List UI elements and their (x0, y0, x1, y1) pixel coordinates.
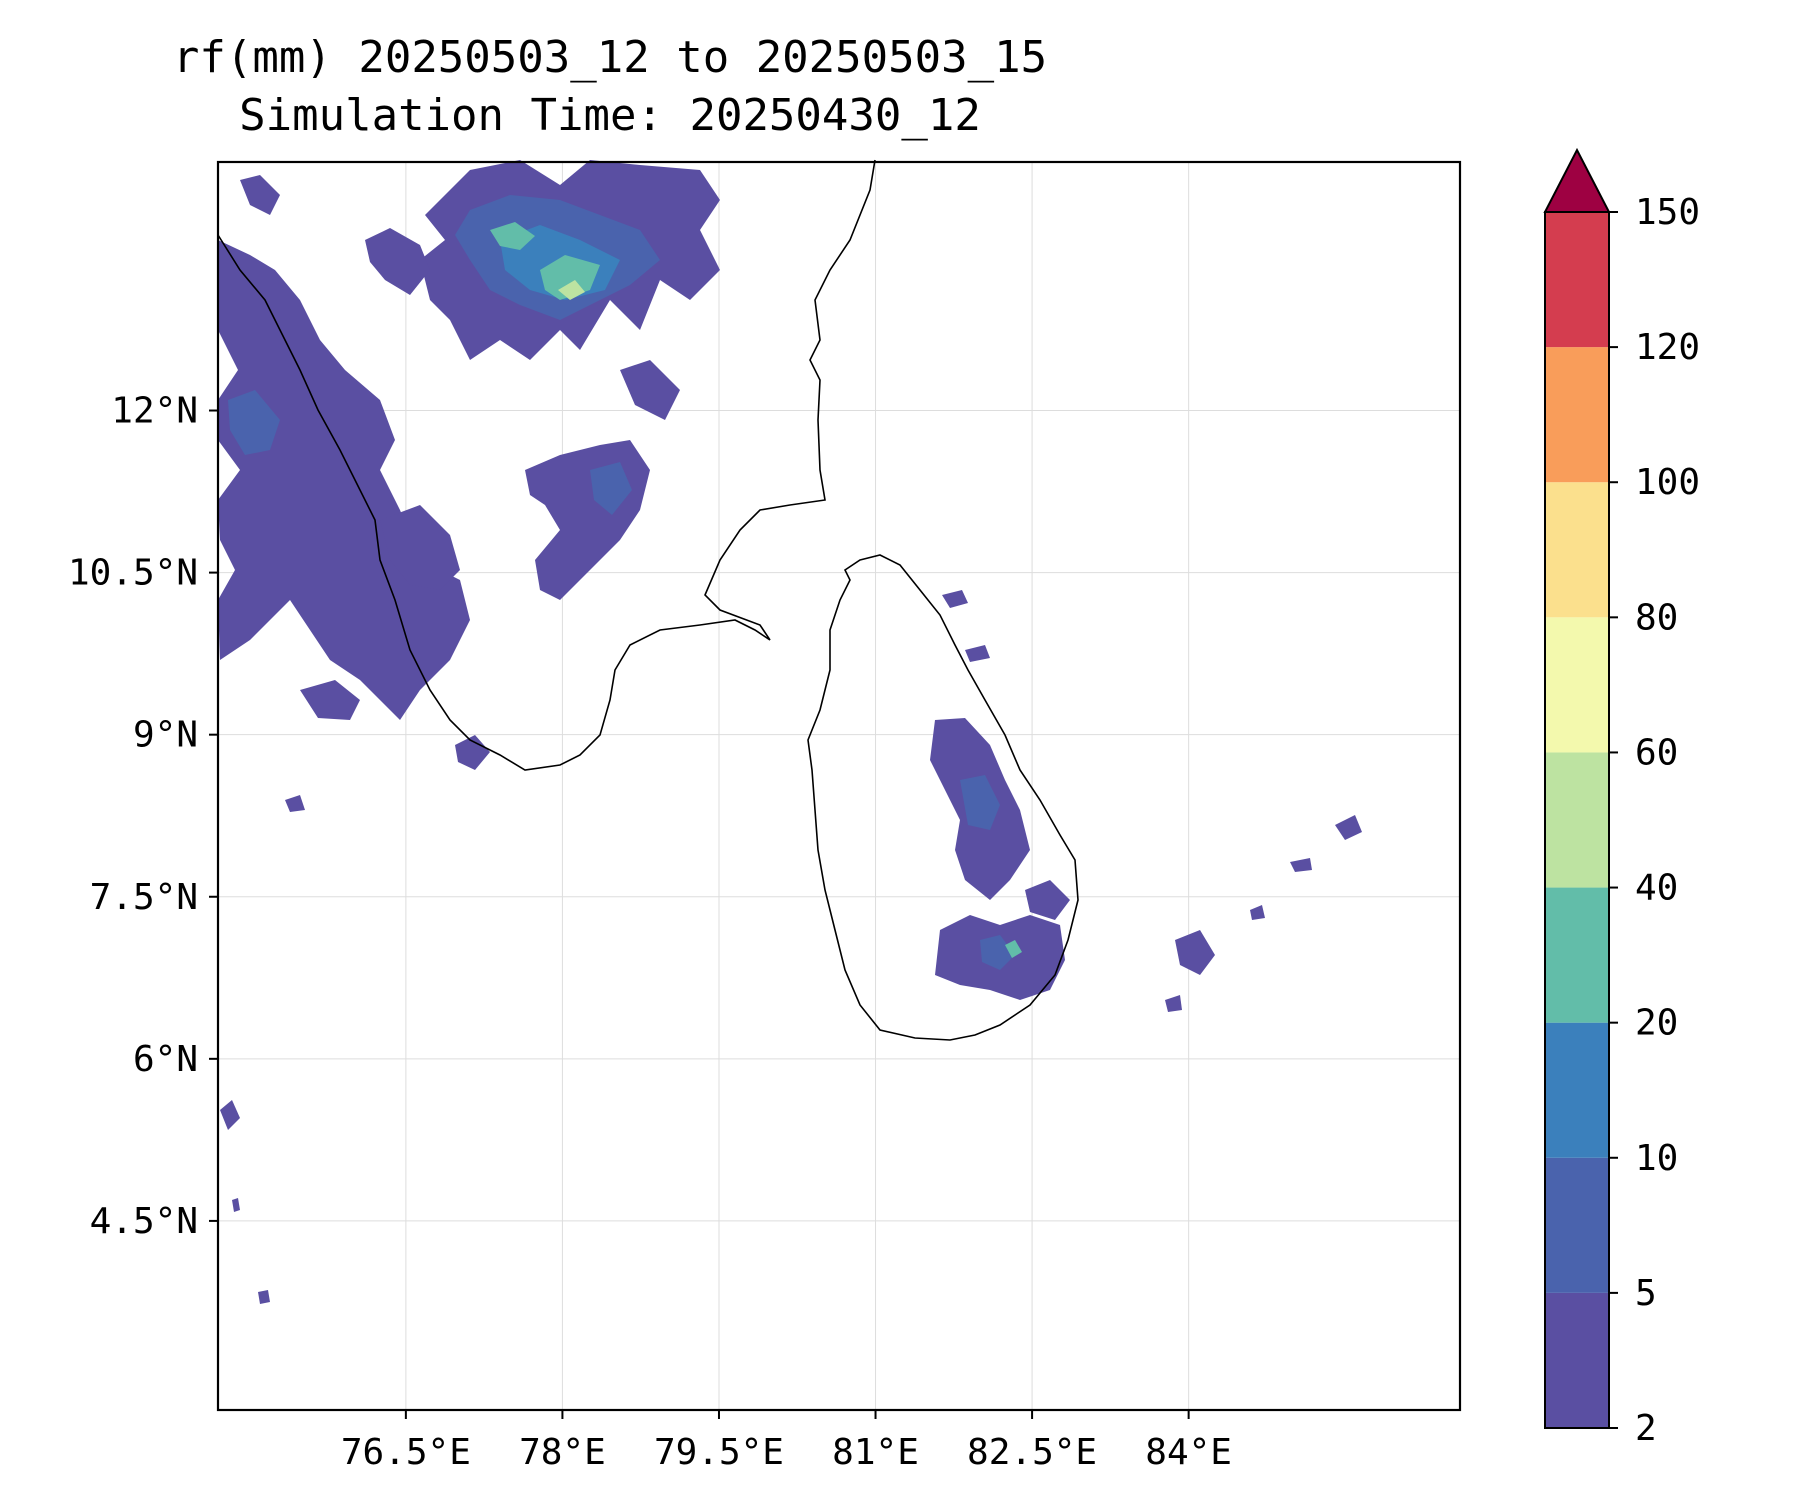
colorbar-bin (1545, 482, 1609, 618)
rain-region-north-4 (540, 255, 600, 300)
rain-region-coast-south-2 (300, 680, 360, 720)
x-tick-label: 82.5°E (967, 1432, 1097, 1473)
colorbar-tick-label: 120 (1635, 327, 1700, 368)
coastlines (217, 159, 1079, 1041)
colorbar-tick-label: 60 (1635, 732, 1678, 773)
rain-region-north-7 (365, 228, 430, 295)
rain-region-bay-1 (1175, 930, 1215, 975)
rain-region-bay-5 (1165, 995, 1182, 1012)
colorbar-tick-label: 5 (1635, 1273, 1657, 1314)
rainfall-field (218, 160, 1362, 1304)
colorbar-bin (1545, 212, 1609, 348)
rain-region-coast-south (380, 505, 460, 590)
colorbar-tick-label: 2 (1635, 1408, 1657, 1449)
colorbar-tick-label: 10 (1635, 1138, 1678, 1179)
rain-region-sl-ne-speck (965, 645, 990, 662)
coastline-sri-lanka (807, 554, 1079, 1041)
x-tick-label: 76.5°E (341, 1432, 471, 1473)
x-axis: 76.5°E 78°E 79.5°E 81°E 82.5°E 84°E (341, 1410, 1232, 1473)
rain-region-coast-south-3 (455, 735, 490, 770)
colorbar-extend-arrow (1543, 147, 1611, 213)
colorbar-bin (1545, 1022, 1609, 1158)
rain-region-bay-3 (1290, 858, 1312, 872)
rain-region-sw-1 (220, 1100, 240, 1130)
y-tick-label: 12°N (111, 391, 198, 432)
rain-region-sw-2 (232, 1198, 240, 1212)
colorbar-tick-label: 80 (1635, 597, 1678, 638)
rain-region-central-tn-3 (590, 462, 632, 515)
colorbar-tick-label: 20 (1635, 1003, 1678, 1044)
colorbar-tick-label: 40 (1635, 868, 1678, 909)
colorbar-bin (1545, 887, 1609, 1023)
rain-region-sl-north-speck (942, 590, 968, 608)
x-tick-label: 81°E (832, 1432, 919, 1473)
rain-region-bay-2 (1335, 815, 1362, 840)
rain-region-bay-4 (1250, 905, 1265, 920)
map-frame (216, 160, 1462, 1412)
rain-region-west-coast-2 (228, 390, 280, 455)
y-tick-label: 4.5°N (90, 1201, 198, 1242)
x-tick-label: 78°E (519, 1432, 606, 1473)
colorbar-tick-label: 150 (1635, 192, 1700, 233)
rain-region-sl-east-3 (1025, 880, 1070, 920)
rain-region-sw-3 (258, 1290, 270, 1304)
rain-region-central-tn (620, 360, 680, 420)
x-tick-label: 79.5°E (654, 1432, 784, 1473)
rain-region-coast-speck (285, 795, 305, 812)
rain-region-nw-speck (240, 175, 280, 215)
y-axis: 12°N 10.5°N 9°N 7.5°N 6°N 4.5°N (68, 391, 218, 1242)
colorbar-bin (1545, 1157, 1609, 1293)
rain-region-sl-east-2 (960, 775, 1000, 830)
rain-region-central-tn-2 (525, 440, 650, 600)
colorbar-bin (1545, 347, 1609, 483)
y-tick-label: 9°N (133, 715, 198, 756)
plot-title-line2: Simulation Time: 20250430_12 (239, 90, 981, 141)
colorbar-bin (1545, 1292, 1609, 1428)
colorbar-tick-label: 100 (1635, 462, 1700, 503)
plot-title-line1: rf(mm) 20250503_12 to 20250503_15 (172, 32, 1048, 83)
y-tick-label: 10.5°N (68, 553, 198, 594)
colorbar-frame (1544, 211, 1610, 1429)
rain-region-sl-southeast-2 (980, 935, 1015, 970)
y-tick-label: 6°N (133, 1039, 198, 1080)
rain-region-west-coast (218, 240, 470, 720)
coastline-india (217, 159, 876, 771)
colorbar-bin (1545, 617, 1609, 753)
rain-region-north-6 (558, 280, 585, 300)
rain-region-sl-southeast-3 (1005, 940, 1022, 958)
rain-region-north-5 (490, 222, 535, 250)
colorbar-bin (1545, 752, 1609, 888)
gridlines (218, 162, 1460, 1410)
colorbar: 2 5 10 20 40 60 80 100 120 150 (1543, 147, 1700, 1449)
y-tick-label: 7.5°N (90, 877, 198, 918)
x-tick-label: 84°E (1145, 1432, 1232, 1473)
